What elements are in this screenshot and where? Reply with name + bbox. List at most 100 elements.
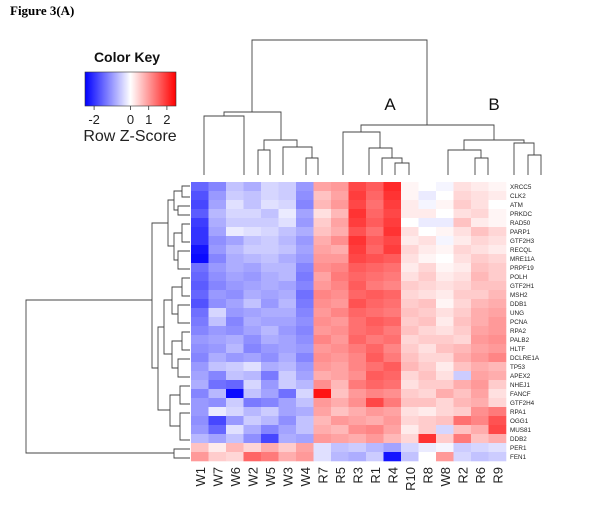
rdendro-15 (179, 385, 190, 405)
heatmap-cell (366, 434, 384, 444)
heatmap-cell (313, 281, 332, 291)
cluster-label-a: A (384, 95, 396, 114)
heatmap-cell (366, 389, 384, 399)
heatmap-cell (436, 299, 454, 309)
heatmap-cell (261, 209, 279, 219)
row-label: RAD50 (510, 220, 531, 227)
heatmap-cell (331, 398, 349, 408)
heatmap-cell (453, 254, 472, 264)
heatmap-cell (191, 434, 209, 444)
dendro-w5-w34 (282, 146, 313, 175)
rdendro-14 (163, 299, 172, 355)
heatmap-cell (471, 443, 489, 453)
heatmap-cell (366, 335, 384, 345)
heatmap-cell (313, 353, 332, 363)
heatmap-cell (226, 434, 244, 444)
heatmap-cell (348, 236, 367, 246)
heatmap-cell (401, 218, 419, 228)
heatmap-cell (331, 362, 349, 372)
heatmap-cell (471, 227, 489, 237)
heatmap-cell (313, 398, 332, 408)
heatmap-cell (278, 236, 297, 246)
heatmap-cell (383, 290, 402, 300)
row-label: PALB2 (510, 337, 530, 344)
heatmap-cell (313, 371, 332, 381)
heatmap-cell (471, 326, 489, 336)
heatmap-cell (226, 389, 244, 399)
row-label: RECQL (510, 247, 532, 254)
heatmap-cell (313, 263, 332, 273)
row-label: RPA1 (510, 409, 526, 416)
heatmap-cell (453, 335, 472, 345)
color-key-tick-label: 1 (145, 112, 152, 127)
column-label: R1 (368, 467, 383, 484)
heatmap-cell (313, 443, 332, 453)
heatmap-cell (191, 263, 209, 273)
heatmap-cell (226, 353, 244, 363)
heatmap-cell (331, 452, 349, 462)
color-key-label: Row Z-Score (83, 128, 176, 145)
heatmap-cell (208, 245, 227, 255)
heatmap-cell (471, 344, 489, 354)
heatmap-cell (471, 335, 489, 345)
column-label: W7 (210, 467, 225, 487)
heatmap-cell (418, 182, 437, 192)
heatmap-cell (488, 434, 507, 444)
heatmap-cell (226, 299, 244, 309)
heatmap-cell (226, 227, 244, 237)
row-label: PCNA (510, 319, 528, 326)
heatmap-cell (226, 209, 244, 219)
heatmap-cell (488, 443, 507, 453)
rdendro-17 (169, 394, 180, 427)
heatmap-cell (348, 281, 367, 291)
heatmap-cell (488, 272, 507, 282)
rdendro-11 (181, 331, 190, 351)
column-labels: W1 W7 W6 W2 W5 W3 W4 R7 R5 R3 R1 R4 R10 R8 W8 R2 R6 R9 (193, 467, 506, 491)
heatmap-cell (471, 317, 489, 327)
heatmap-cell (296, 254, 314, 264)
heatmap-cell (208, 182, 227, 192)
row-label: NHEJ1 (510, 382, 530, 389)
heatmap-cell (453, 407, 472, 417)
heatmap-cell (226, 362, 244, 372)
heatmap-cell (383, 344, 402, 354)
row-label: XRCC5 (510, 184, 532, 191)
heatmap-cell (488, 335, 507, 345)
heatmap-cell (331, 209, 349, 219)
heatmap-cell (208, 443, 227, 453)
heatmap-cell (278, 218, 297, 228)
heatmap-cell (208, 236, 227, 246)
heatmap-cell (313, 209, 332, 219)
heatmap-cell (226, 344, 244, 354)
heatmap-cell (383, 200, 402, 210)
heatmap-cell (471, 398, 489, 408)
heatmap-cell (453, 209, 472, 219)
heatmap-cell (453, 236, 472, 246)
heatmap-cell (296, 326, 314, 336)
heatmap-cell (418, 191, 437, 201)
dendro-b-root (463, 139, 525, 150)
heatmap-cell (226, 236, 244, 246)
heatmap-cell (313, 344, 332, 354)
heatmap-cell (313, 227, 332, 237)
rdendro-19 (151, 222, 168, 369)
heatmap-cell (208, 416, 227, 426)
heatmap-cell (471, 263, 489, 273)
column-label: R3 (350, 467, 365, 484)
heatmap-cell (453, 398, 472, 408)
heatmap-cell (296, 398, 314, 408)
heatmap-cell (331, 380, 349, 390)
heatmap-cell (243, 362, 262, 372)
heatmap-cell (313, 362, 332, 372)
heatmap-cell (366, 353, 384, 363)
heatmap-cell (296, 380, 314, 390)
heatmap-cell (383, 299, 402, 309)
column-label: R6 (473, 467, 488, 484)
heatmap-cell (366, 317, 384, 327)
heatmap-cell (261, 182, 279, 192)
heatmap-cell (418, 272, 437, 282)
heatmap-cell (471, 191, 489, 201)
heatmap-cell (296, 434, 314, 444)
heatmap-cell (191, 380, 209, 390)
rdendro-6 (173, 232, 182, 261)
